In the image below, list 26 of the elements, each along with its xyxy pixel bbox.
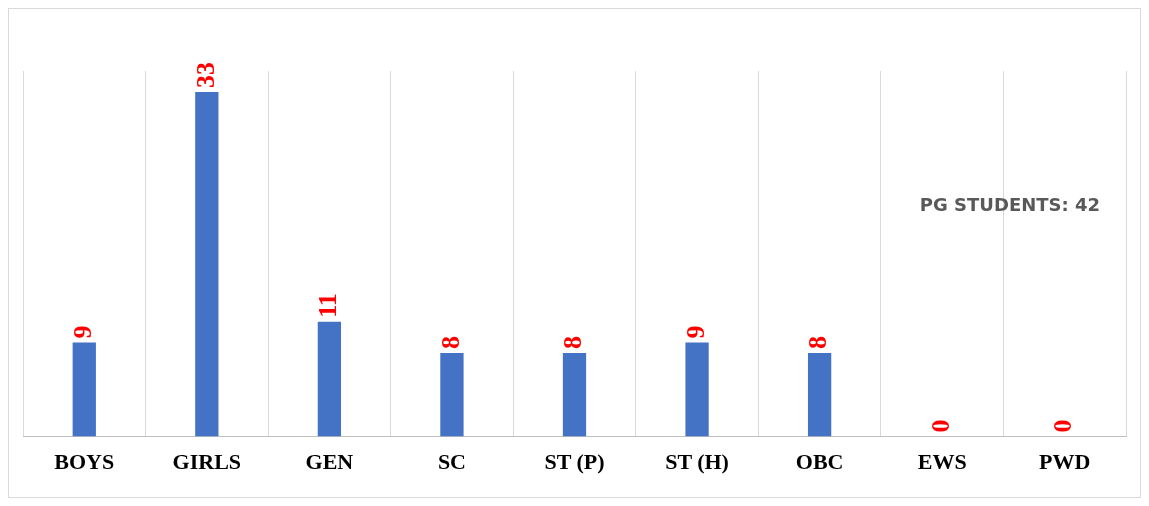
annotation: PG STUDENTS: 42 [919, 193, 1100, 215]
bar [807, 353, 832, 437]
data-label: 11 [313, 293, 343, 318]
bar [317, 321, 342, 437]
bar [72, 342, 96, 437]
data-label: 0 [1048, 419, 1078, 433]
data-label: 9 [68, 325, 97, 339]
x-tick-label: GEN [305, 449, 354, 475]
x-tick-label: SC [437, 449, 467, 475]
x-tick-label: BOYS [54, 449, 115, 475]
x-tick-label: EWS [917, 449, 967, 475]
data-label: 8 [803, 336, 833, 350]
x-tick-label: PWD [1039, 449, 1091, 475]
bar [685, 342, 709, 437]
data-label: 8 [558, 336, 588, 350]
x-tick-label: ST (H) [665, 449, 729, 475]
x-tick-label: OBC [795, 449, 844, 475]
bar [195, 91, 219, 437]
data-label: 33 [190, 61, 220, 88]
data-label: 0 [925, 419, 955, 433]
data-label: 8 [435, 336, 465, 350]
bar [562, 353, 587, 437]
x-tick-label: GIRLS [172, 449, 242, 475]
bar [440, 353, 464, 437]
x-tick-label: ST (P) [544, 449, 605, 475]
data-label: 9 [680, 325, 710, 339]
